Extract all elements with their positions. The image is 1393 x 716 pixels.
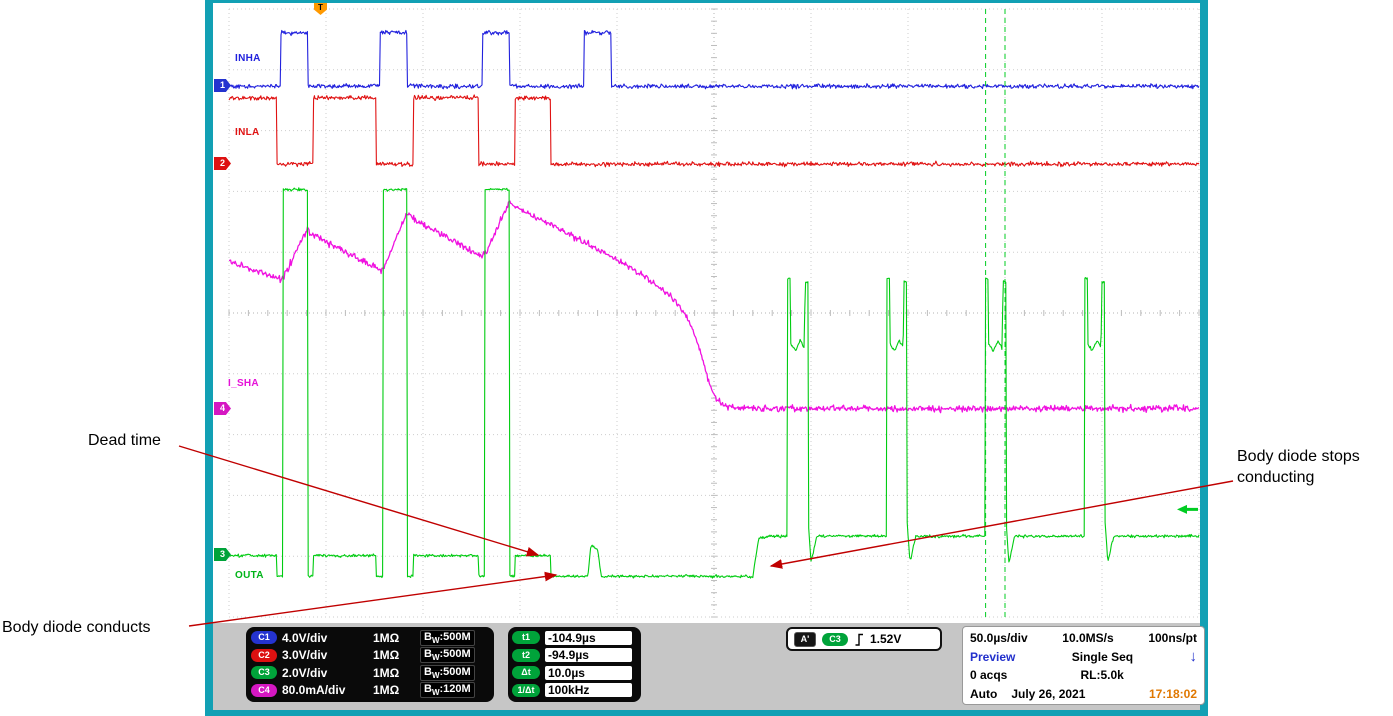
cursor-t2-value: -94.9µs — [545, 648, 632, 663]
cursor-t1-badge[interactable]: t1 — [512, 631, 540, 645]
graticule-and-traces — [228, 8, 1200, 618]
trace-label-isha: I_SHA — [228, 378, 259, 389]
cursor-row-t2[interactable]: t2 -94.9µs — [512, 647, 637, 665]
cursor-row-t1[interactable]: t1 -104.9µs — [512, 629, 637, 647]
cursor-t2-badge[interactable]: t2 — [512, 648, 540, 662]
c3-impedance: 1MΩ — [373, 665, 400, 680]
scope-status-bar: C1 4.0V/div 1MΩ BW:500M C2 3.0V/div 1MΩ … — [213, 623, 1205, 710]
cursor-row-inverse-delta-t[interactable]: 1/Δt 100kHz — [512, 682, 637, 700]
c2-bandwidth-badge: BW:500M — [420, 647, 475, 664]
sample-rate: 10.0MS/s — [1062, 631, 1114, 646]
datetime-row: Auto July 26, 2021 17:18:02 — [970, 685, 1197, 704]
bw-w: W — [431, 670, 440, 680]
bw-b: B — [424, 630, 432, 643]
c3-bandwidth: :500M — [439, 665, 471, 678]
annotation-body-diode-stops-line1: Body diode stops — [1237, 448, 1360, 465]
channel-badge-c1[interactable]: C1 — [251, 631, 277, 645]
horizontal-acquisition-panel[interactable]: 50.0µs/div 10.0MS/s 100ns/pt Preview Sin… — [962, 626, 1205, 705]
trigger-position-flag[interactable]: T — [314, 3, 327, 15]
c1-scale: 4.0V/div — [282, 630, 328, 645]
oscilloscope-display: T 1 2 4 3 INHA INLA I_SHA OUTA C1 4.0V/d… — [205, 0, 1208, 716]
c4-scale: 80.0mA/div — [282, 683, 346, 698]
annotation-body-diode-stops-line2: conducting — [1237, 469, 1315, 486]
trigger-event-badge: A' — [794, 631, 816, 647]
channel-settings-box[interactable]: C1 4.0V/div 1MΩ BW:500M C2 3.0V/div 1MΩ … — [246, 627, 494, 702]
c2-bandwidth: :500M — [439, 648, 471, 661]
annotation-dead-time: Dead time — [88, 432, 161, 449]
bw-w: W — [431, 635, 440, 645]
time: 17:18:02 — [1148, 686, 1197, 701]
trigger-source-badge[interactable]: C3 — [822, 632, 848, 646]
trace-label-inla: INLA — [235, 127, 260, 138]
c4-bandwidth: :120M — [439, 683, 471, 696]
acquisition-count-row: 0 acqs RL:5.0k — [970, 666, 1197, 685]
c2-impedance: 1MΩ — [373, 648, 400, 663]
bw-b: B — [424, 665, 432, 678]
cursor-inverse-delta-t-badge[interactable]: 1/Δt — [512, 683, 540, 697]
preview-status: Preview — [970, 649, 1016, 664]
channel-row-c3[interactable]: C3 2.0V/div 1MΩ BW:500M — [251, 664, 489, 682]
trace-label-outa: OUTA — [235, 570, 264, 581]
rising-edge-icon — [855, 633, 863, 646]
channel-badge-c2[interactable]: C2 — [251, 648, 277, 662]
channel-1-marker[interactable]: 1 — [214, 79, 231, 92]
bw-w: W — [431, 653, 440, 663]
channel-row-c2[interactable]: C2 3.0V/div 1MΩ BW:500M — [251, 647, 489, 665]
annotation-body-diode-conducts: Body diode conducts — [2, 619, 151, 636]
resolution: 100ns/pt — [1148, 631, 1197, 646]
cursor-readout-box[interactable]: t1 -104.9µs t2 -94.9µs Δt 10.0µs 1/Δt 10… — [508, 627, 641, 702]
single-seq-arrow-icon: ↓ — [1189, 648, 1197, 666]
acqs-count: 0 acqs — [970, 668, 1008, 683]
trigger-level: 1.52V — [870, 632, 902, 646]
channel-row-c4[interactable]: C4 80.0mA/div 1MΩ BW:120M — [251, 682, 489, 700]
trigger-readout-box[interactable]: A' C3 1.52V — [786, 627, 942, 651]
timebase: 50.0µs/div — [970, 631, 1028, 646]
channel-4-marker[interactable]: 4 — [214, 402, 231, 415]
horizontal-row: 50.0µs/div 10.0MS/s 100ns/pt — [970, 629, 1197, 648]
waveform-area: T 1 2 4 3 INHA INLA I_SHA OUTA — [213, 3, 1200, 623]
c4-impedance: 1MΩ — [373, 683, 400, 698]
c3-bandwidth-badge: BW:500M — [420, 664, 475, 681]
c1-impedance: 1MΩ — [373, 630, 400, 645]
c1-bandwidth: :500M — [439, 630, 471, 643]
cursor-t1-value: -104.9µs — [545, 630, 632, 645]
trigger-mode: Auto — [970, 686, 998, 701]
annotation-body-diode-stops: Body diode stops conducting — [1237, 446, 1387, 488]
single-seq-label: Single Seq — [1071, 649, 1134, 664]
cursor-delta-t-badge[interactable]: Δt — [512, 666, 540, 680]
channel-badge-c3[interactable]: C3 — [251, 666, 277, 680]
acquisition-mode-row: Preview Single Seq ↓ — [970, 648, 1197, 667]
record-length: RL:5.0k — [1080, 668, 1124, 683]
cursor-row-delta-t[interactable]: Δt 10.0µs — [512, 664, 637, 682]
channel-2-marker[interactable]: 2 — [214, 157, 231, 170]
c3-scale: 2.0V/div — [282, 665, 328, 680]
c4-bandwidth-badge: BW:120M — [420, 682, 475, 699]
bw-b: B — [424, 683, 432, 696]
c1-bandwidth-badge: BW:500M — [420, 629, 475, 646]
channel-row-c1[interactable]: C1 4.0V/div 1MΩ BW:500M — [251, 629, 489, 647]
bw-b: B — [424, 648, 432, 661]
cursor-delta-t-value: 10.0µs — [545, 665, 632, 680]
date: July 26, 2021 — [1011, 686, 1086, 701]
trace-label-inha: INHA — [235, 53, 261, 64]
bw-w: W — [431, 688, 440, 698]
cursor-inverse-delta-t-value: 100kHz — [545, 683, 632, 698]
channel-badge-c4[interactable]: C4 — [251, 683, 277, 697]
c2-scale: 3.0V/div — [282, 648, 328, 663]
